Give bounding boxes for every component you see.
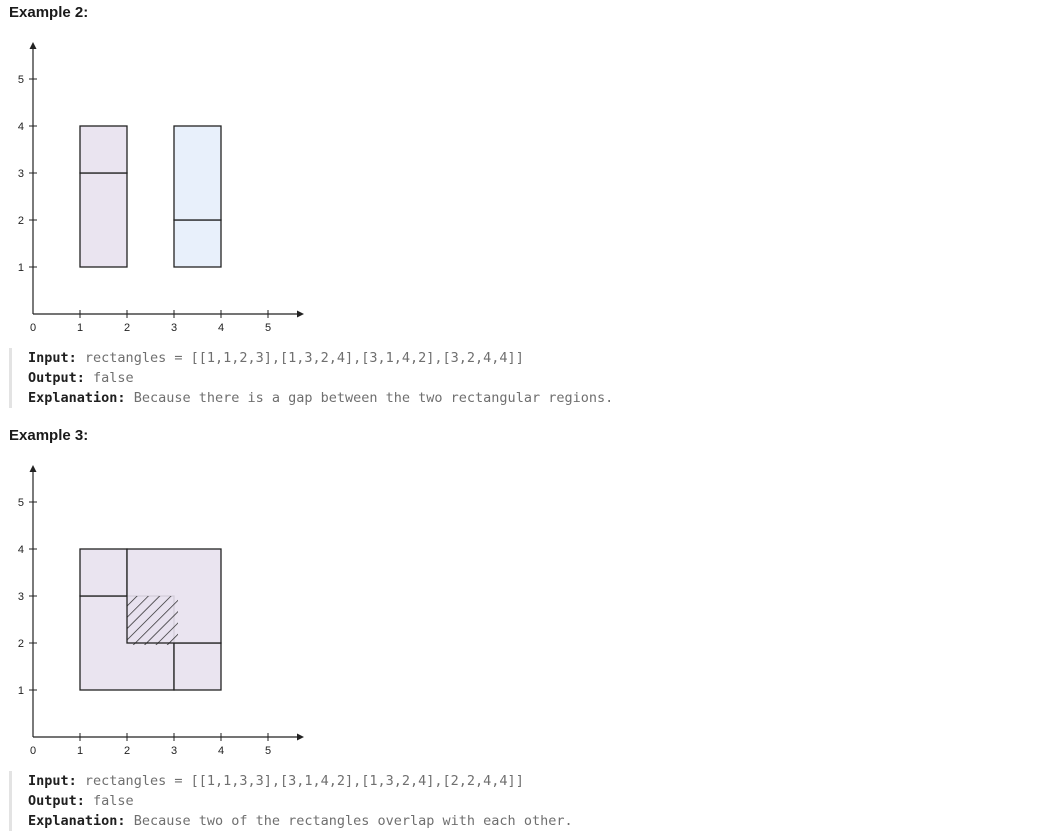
y-tick-label: 5 [18, 497, 24, 509]
example-2-input-line: Input: rectangles = [[1,1,2,3],[1,3,2,4]… [28, 348, 613, 368]
x-tick-label: 1 [77, 322, 83, 334]
output-label: Output: [28, 793, 85, 809]
explanation-label: Explanation: [28, 813, 126, 829]
y-tick-label: 5 [18, 74, 24, 86]
x-axis-arrow [297, 310, 304, 318]
example-2-explanation-line: Explanation: Because there is a gap betw… [28, 388, 613, 408]
input-value: rectangles = [[1,1,3,3],[3,1,4,2],[1,3,2… [84, 773, 524, 789]
output-value: false [93, 370, 134, 386]
y-axis-arrow [29, 42, 37, 49]
x-tick-label: 5 [265, 745, 271, 757]
input-value: rectangles = [[1,1,2,3],[1,3,2,4],[3,1,4… [84, 350, 524, 366]
y-tick-label: 4 [18, 544, 24, 556]
y-tick-label: 1 [18, 685, 24, 697]
y-tick-label: 2 [18, 638, 24, 650]
example-2-diagram: 0 1 2 3 4 5 1 2 3 4 5 [18, 42, 304, 334]
y-axis-arrow [29, 465, 37, 472]
overlap-hatch [127, 596, 178, 645]
explanation-value: Because two of the rectangles overlap wi… [133, 813, 573, 829]
explanation-value: Because there is a gap between the two r… [133, 390, 614, 406]
rectangle-2 [173, 642, 222, 691]
input-label: Input: [28, 350, 77, 366]
x-tick-label: 2 [124, 745, 130, 757]
output-label: Output: [28, 370, 85, 386]
output-value: false [93, 793, 134, 809]
x-tick-label: 0 [30, 745, 36, 757]
x-tick-label: 3 [171, 745, 177, 757]
input-label: Input: [28, 773, 77, 789]
rectangle-3 [79, 548, 128, 597]
example-2-code-block: Input: rectangles = [[1,1,2,3],[1,3,2,4]… [9, 348, 613, 408]
rectangle-3 [173, 219, 222, 268]
x-tick-label: 3 [171, 322, 177, 334]
example-3-output-line: Output: false [28, 791, 573, 811]
example-3-diagram: 0 1 2 3 4 5 1 2 3 4 5 [18, 465, 304, 757]
y-tick-label: 4 [18, 121, 24, 133]
example-2-output-line: Output: false [28, 368, 613, 388]
y-tick-label: 2 [18, 215, 24, 227]
x-tick-label: 4 [218, 322, 224, 334]
y-tick-label: 1 [18, 262, 24, 274]
rectangle-2 [79, 125, 128, 174]
explanation-label: Explanation: [28, 390, 126, 406]
x-axis-arrow [297, 733, 304, 741]
x-tick-label: 0 [30, 322, 36, 334]
example-3-input-line: Input: rectangles = [[1,1,3,3],[3,1,4,2]… [28, 771, 573, 791]
x-tick-label: 5 [265, 322, 271, 334]
example-2-title: Example 2: [9, 4, 89, 21]
example-3-code-block: Input: rectangles = [[1,1,3,3],[3,1,4,2]… [9, 771, 573, 831]
rectangle-1 [79, 172, 128, 268]
x-tick-label: 2 [124, 322, 130, 334]
rectangle-4 [173, 125, 222, 221]
x-tick-label: 4 [218, 745, 224, 757]
example-3-title: Example 3: [9, 427, 89, 444]
y-tick-label: 3 [18, 591, 24, 603]
y-tick-label: 3 [18, 168, 24, 180]
x-tick-label: 1 [77, 745, 83, 757]
example-3-explanation-line: Explanation: Because two of the rectangl… [28, 811, 573, 831]
